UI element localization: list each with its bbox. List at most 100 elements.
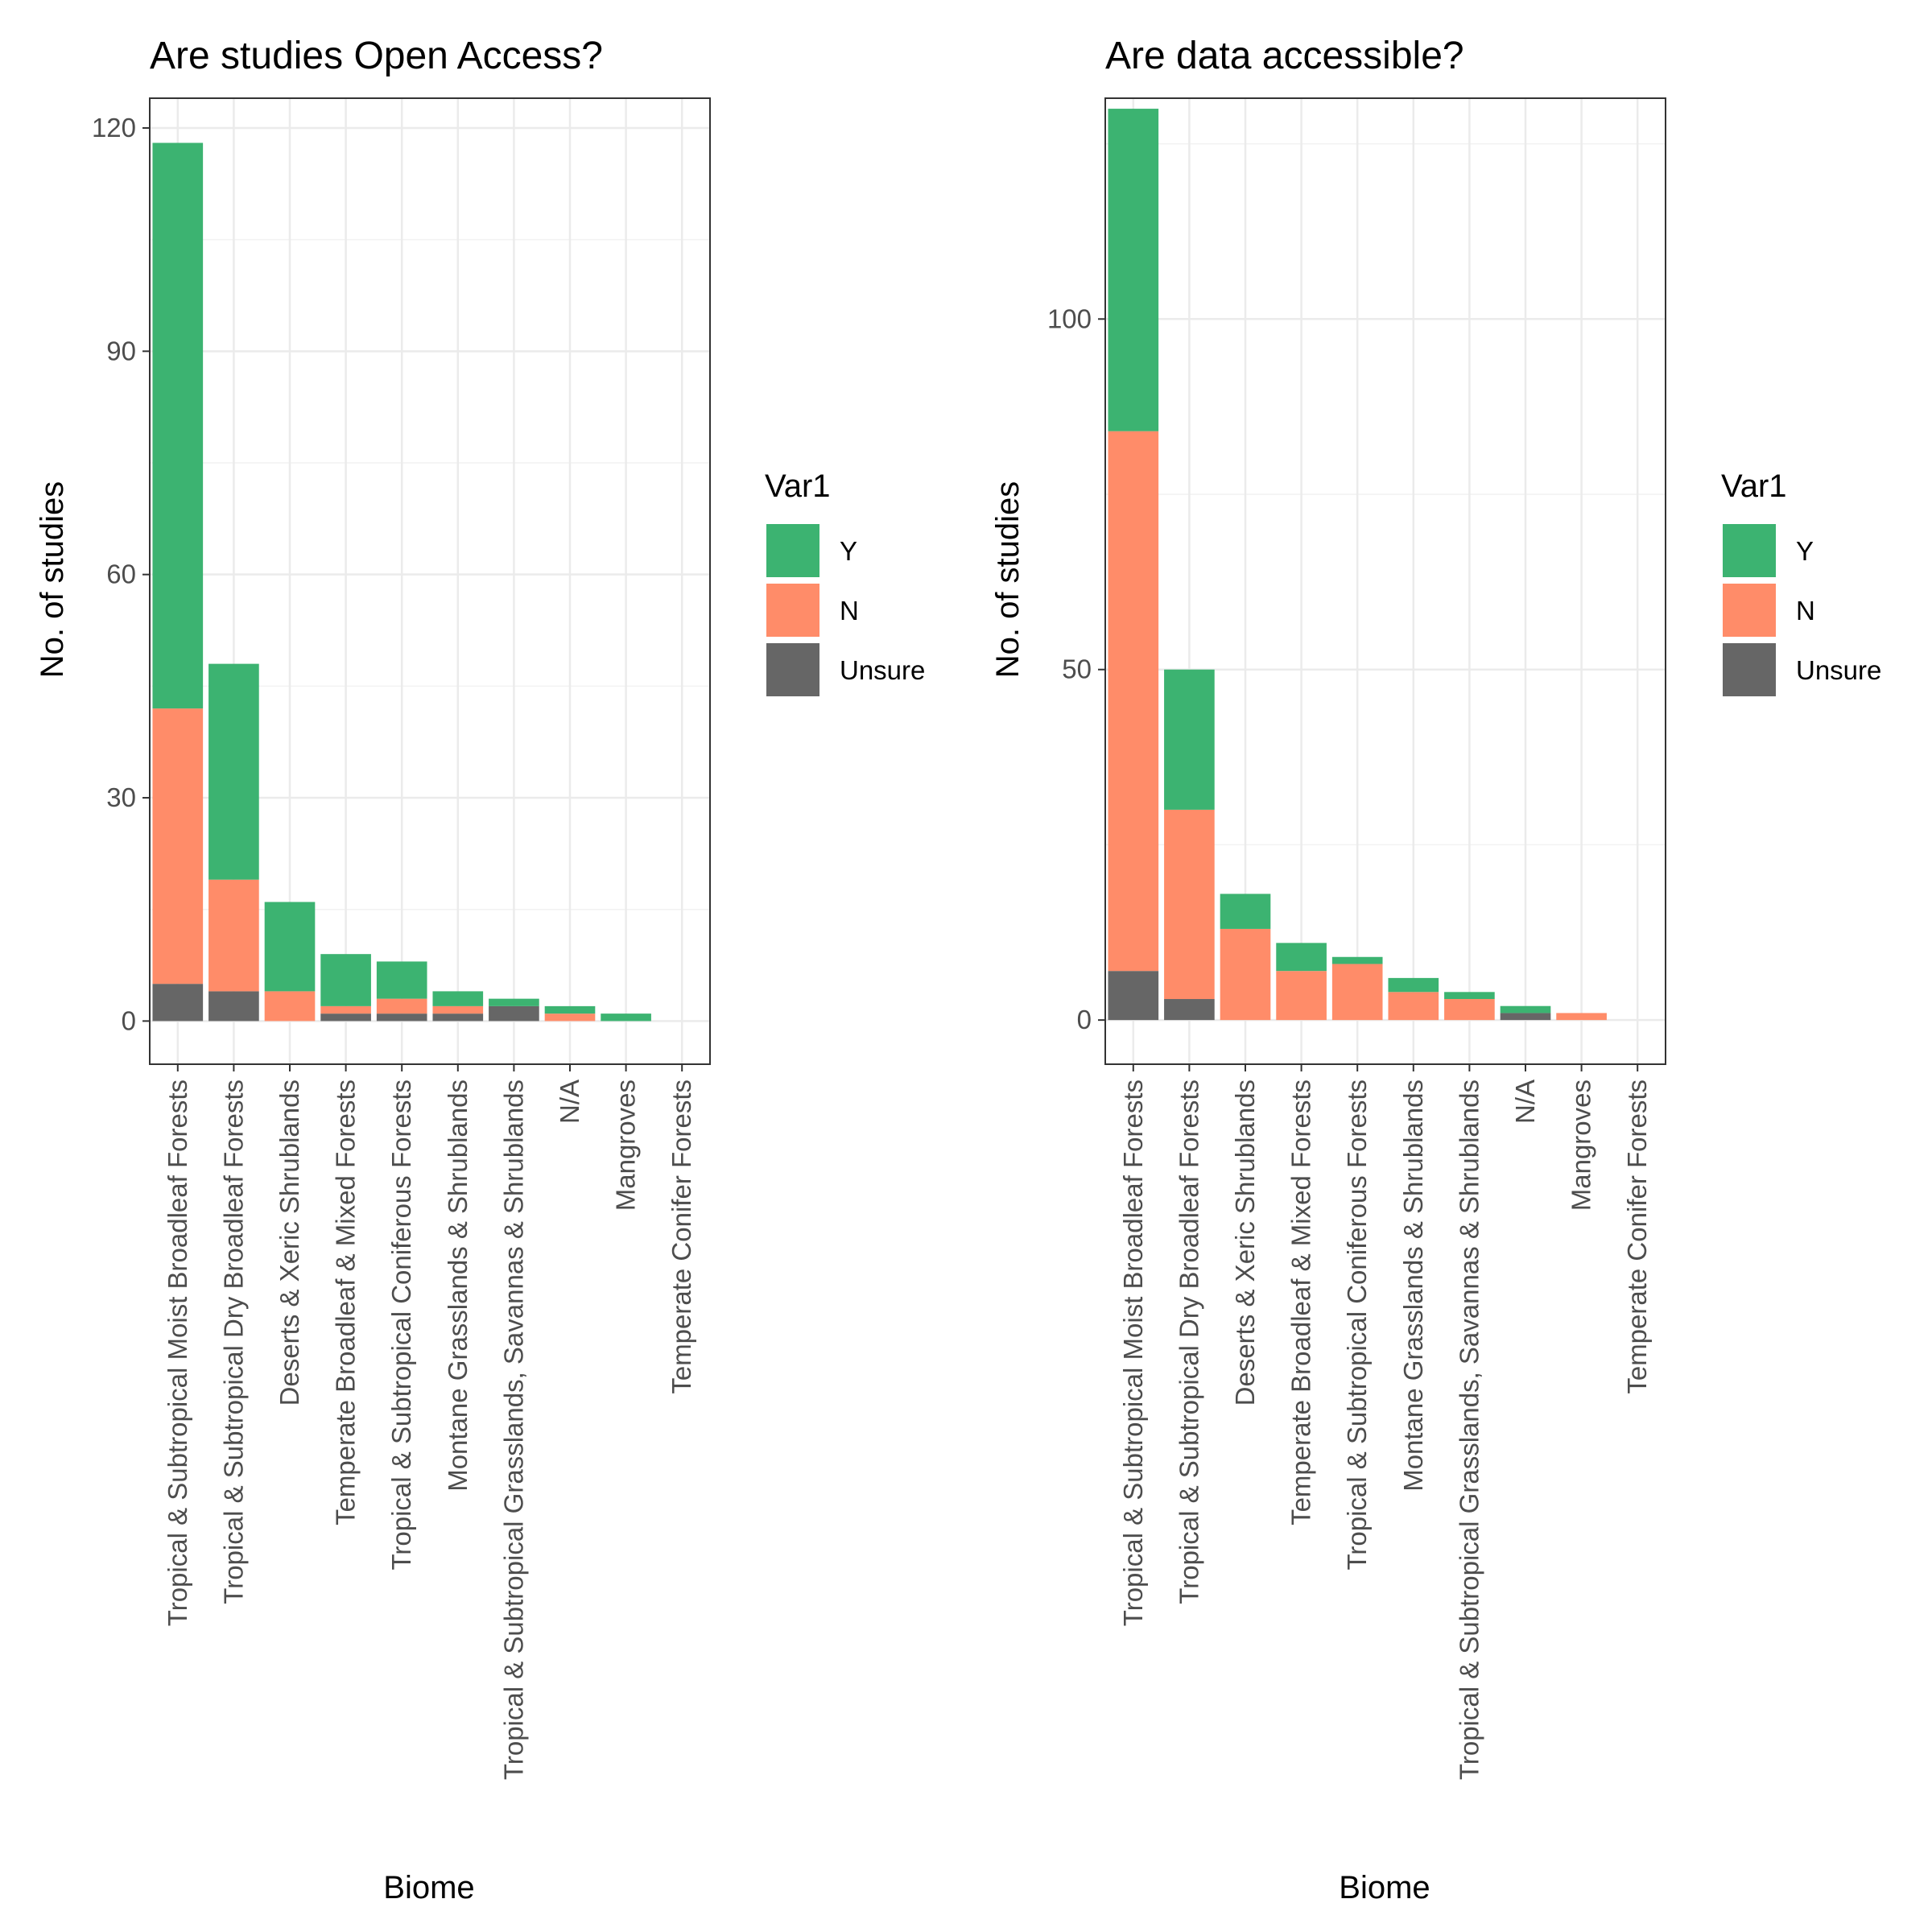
- x-tick-label: Montane Grasslands & Shrublands: [1398, 1080, 1428, 1492]
- data-accessible-chart: 0 50 100 Tropical & Subtropical Moist Broad…: [990, 35, 1881, 1905]
- bar-n-deserts-xeric-shrublands: [264, 991, 316, 1022]
- x-tick-label: Montane Grasslands & Shrublands: [443, 1080, 473, 1492]
- legend-title: Var1: [765, 469, 831, 504]
- legend-key-y: [1723, 524, 1776, 577]
- bar-unsure-tropical-subtropical-dry-broadleaf-forests: [208, 991, 259, 1022]
- x-axis-title: Biome: [1339, 1870, 1430, 1905]
- y-tick-label: 0: [122, 1005, 136, 1035]
- bar-n-n-a: [544, 1013, 596, 1022]
- bar-y-tropical-subtropical-dry-broadleaf-forests: [1164, 669, 1215, 810]
- legend-label-unsure: Unsure: [1796, 655, 1881, 685]
- bar-y-tropical-subtropical-coniferous-forests: [376, 961, 427, 999]
- bar-y-temperate-broadleaf-mixed-forests: [1276, 943, 1327, 972]
- x-tick-label: Deserts & Xeric Shrublands: [1230, 1080, 1260, 1406]
- bar-y-tropical-subtropical-coniferous-forests: [1331, 956, 1383, 964]
- plot-area: 0 50 100 Tropical & Subtropical Moist Broad…: [1047, 97, 1666, 1780]
- plot-area: 0 30 60 90 120 Tropical & Subtropical Moist B…: [92, 97, 711, 1780]
- x-tick-label: Temperate Conifer Forests: [1622, 1080, 1652, 1394]
- y-tick-label: 120: [92, 113, 136, 142]
- x-tick-label: Deserts & Xeric Shrublands: [275, 1080, 304, 1406]
- legend-key-n: [1723, 584, 1776, 637]
- chart-title: Are studies Open Access?: [150, 35, 603, 77]
- x-tick-label: Mangroves: [611, 1080, 641, 1211]
- bar-y-tropical-subtropical-grasslands-savannas-shrublands: [1444, 992, 1495, 1000]
- x-tick-label: N/A: [555, 1080, 584, 1124]
- x-tick-label: Tropical & Subtropical Moist Broadleaf F…: [163, 1080, 192, 1626]
- x-tick-label: N/A: [1510, 1080, 1540, 1124]
- legend-label-y: Y: [840, 536, 857, 566]
- legend-key-unsure: [1723, 643, 1776, 696]
- legend-label-n: N: [1796, 596, 1815, 625]
- bar-unsure-temperate-broadleaf-mixed-forests: [320, 1013, 371, 1022]
- bar-y-n-a: [1500, 1005, 1551, 1013]
- bar-y-tropical-subtropical-dry-broadleaf-forests: [208, 663, 259, 880]
- bar-y-deserts-xeric-shrublands: [1220, 894, 1271, 929]
- x-tick-label: Tropical & Subtropical Dry Broadleaf For…: [1174, 1080, 1203, 1604]
- bar-y-n-a: [544, 1005, 596, 1014]
- y-tick-label: 90: [106, 336, 136, 365]
- y-tick-label: 30: [106, 782, 136, 812]
- bars: [1108, 109, 1607, 1021]
- bar-n-tropical-subtropical-coniferous-forests: [376, 998, 427, 1014]
- bar-y-deserts-xeric-shrublands: [264, 902, 316, 992]
- bar-y-tropical-subtropical-grasslands-savannas-shrublands: [489, 998, 539, 1006]
- bar-n-temperate-broadleaf-mixed-forests: [1276, 971, 1327, 1021]
- bar-unsure-tropical-subtropical-coniferous-forests: [376, 1013, 427, 1022]
- bar-n-montane-grasslands-shrublands: [432, 1005, 484, 1014]
- bar-n-tropical-subtropical-coniferous-forests: [1331, 964, 1383, 1021]
- x-tick-label: Tropical & Subtropical Moist Broadleaf F…: [1118, 1080, 1148, 1626]
- open-access-chart: 0 30 60 90 120 Tropical & Subtropical Moist B…: [35, 35, 925, 1905]
- bar-y-tropical-subtropical-moist-broadleaf-forests: [152, 142, 204, 709]
- x-tick-label: Tropical & Subtropical Dry Broadleaf For…: [218, 1080, 248, 1604]
- bar-n-mangroves: [1556, 1013, 1607, 1021]
- bar-n-tropical-subtropical-grasslands-savannas-shrublands: [1444, 999, 1495, 1021]
- bar-unsure-tropical-subtropical-moist-broadleaf-forests: [152, 984, 204, 1022]
- y-tick-label: 60: [106, 559, 136, 589]
- bar-y-temperate-broadleaf-mixed-forests: [320, 954, 371, 1006]
- bar-n-tropical-subtropical-moist-broadleaf-forests: [152, 708, 204, 985]
- x-tick-label: Tropical & Subtropical Grasslands, Savan…: [498, 1080, 528, 1780]
- x-tick-label: Temperate Broadleaf & Mixed Forests: [1286, 1080, 1316, 1525]
- bar-n-montane-grasslands-shrublands: [1388, 992, 1439, 1021]
- x-axis-title: Biome: [383, 1870, 474, 1905]
- y-axis-title: No. of studies: [35, 481, 70, 679]
- y-tick-label: 50: [1062, 654, 1092, 684]
- y-axis-title: No. of studies: [990, 481, 1026, 679]
- x-tick-label: Temperate Broadleaf & Mixed Forests: [331, 1080, 361, 1525]
- bar-y-tropical-subtropical-moist-broadleaf-forests: [1108, 109, 1159, 431]
- bar-unsure-tropical-subtropical-moist-broadleaf-forests: [1108, 971, 1159, 1021]
- legend-label-y: Y: [1796, 536, 1814, 566]
- bar-y-montane-grasslands-shrublands: [432, 991, 484, 1006]
- bar-n-deserts-xeric-shrublands: [1220, 928, 1271, 1021]
- bar-n-temperate-broadleaf-mixed-forests: [320, 1005, 371, 1014]
- y-tick-label: 0: [1077, 1005, 1092, 1034]
- bar-n-tropical-subtropical-dry-broadleaf-forests: [1164, 809, 1215, 1000]
- legend-label-unsure: Unsure: [840, 655, 925, 685]
- legend: Y N Unsure: [766, 524, 925, 696]
- bar-unsure-tropical-subtropical-grasslands-savannas-shrublands: [489, 1005, 539, 1022]
- y-tick-label: 100: [1047, 303, 1092, 333]
- legend-title: Var1: [1721, 469, 1787, 504]
- bar-unsure-montane-grasslands-shrublands: [432, 1013, 484, 1022]
- bar-n-tropical-subtropical-dry-broadleaf-forests: [208, 879, 259, 992]
- chart-title: Are data accessible?: [1105, 35, 1464, 77]
- bar-y-montane-grasslands-shrublands: [1388, 977, 1439, 993]
- legend-key-y: [766, 524, 819, 577]
- legend-label-n: N: [840, 596, 859, 625]
- x-tick-label: Tropical & Subtropical Grasslands, Savan…: [1454, 1080, 1484, 1780]
- x-tick-label: Tropical & Subtropical Coniferous Forest…: [386, 1080, 416, 1571]
- legend: Y N Unsure: [1723, 524, 1881, 696]
- bar-y-mangroves: [601, 1013, 651, 1022]
- x-tick-label: Temperate Conifer Forests: [667, 1080, 696, 1394]
- bar-unsure-tropical-subtropical-dry-broadleaf-forests: [1164, 999, 1215, 1021]
- bar-n-tropical-subtropical-moist-broadleaf-forests: [1108, 431, 1159, 972]
- plot-border: [149, 97, 711, 1065]
- plot-border: [1104, 97, 1666, 1065]
- bar-unsure-n-a: [1500, 1013, 1551, 1021]
- x-tick-label: Mangroves: [1567, 1080, 1596, 1211]
- x-tick-label: Tropical & Subtropical Coniferous Forest…: [1342, 1080, 1372, 1571]
- legend-key-n: [766, 584, 819, 637]
- legend-key-unsure: [766, 643, 819, 696]
- bars: [152, 142, 651, 1022]
